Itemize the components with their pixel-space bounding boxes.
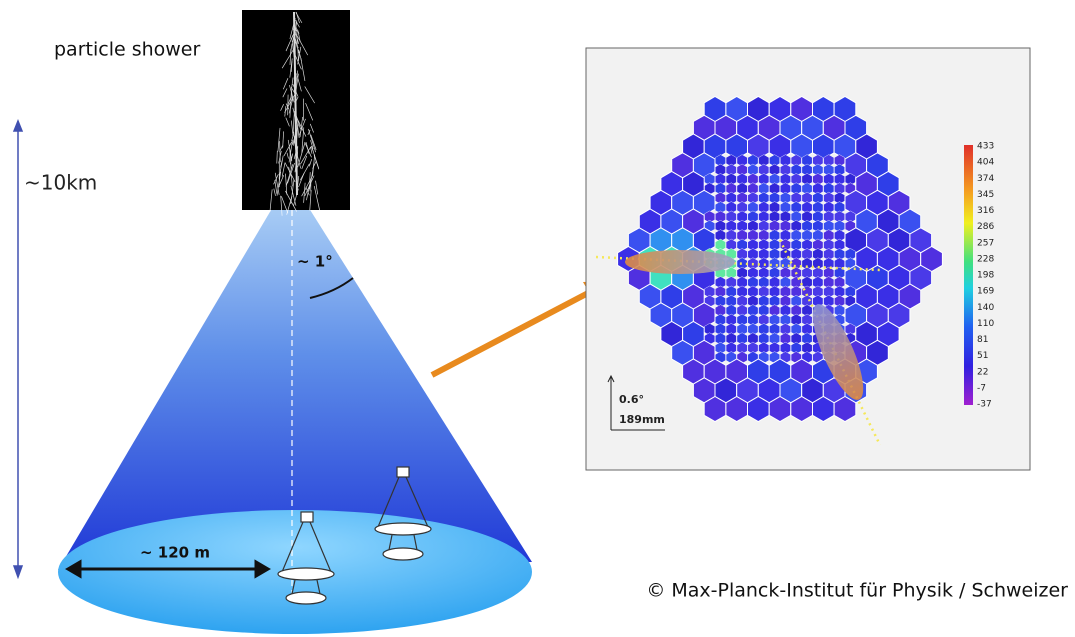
height-label: ~10km bbox=[24, 171, 97, 195]
angle-label: ~ 1° bbox=[297, 253, 333, 271]
colorbar-label: 374 bbox=[977, 174, 994, 184]
height-arrow bbox=[14, 121, 22, 577]
colorbar-label: 257 bbox=[977, 238, 994, 248]
colorbar-label: 433 bbox=[977, 142, 994, 152]
hillas-ellipse bbox=[625, 250, 735, 274]
colorbar-label: 81 bbox=[977, 335, 988, 345]
scale-length: 189mm bbox=[619, 413, 665, 426]
colorbar-label: -37 bbox=[977, 400, 992, 410]
colorbar-label: 404 bbox=[977, 158, 994, 168]
pointer-arrow bbox=[432, 281, 610, 375]
colorbar-label: 345 bbox=[977, 190, 994, 200]
scale-angle: 0.6° bbox=[619, 393, 644, 406]
credit: © Max-Planck-Institut für Physik / Schwe… bbox=[646, 580, 1068, 602]
page: ~10km ~ 1° ~ 120 m particle shower bbox=[0, 0, 1075, 637]
colorbar-label: 140 bbox=[977, 303, 994, 313]
colorbar-label: -7 bbox=[977, 383, 986, 393]
colorbar-label: 110 bbox=[977, 319, 994, 329]
colorbar-label: 316 bbox=[977, 206, 994, 216]
colorbar-label: 22 bbox=[977, 367, 988, 377]
shower-label: particle shower bbox=[54, 39, 200, 61]
width-label: ~ 120 m bbox=[140, 544, 210, 562]
colorbar bbox=[964, 145, 973, 405]
colorbar-label: 286 bbox=[977, 222, 994, 232]
colorbar-label: 51 bbox=[977, 351, 988, 361]
colorbar-label: 198 bbox=[977, 271, 994, 281]
colorbar-label: 228 bbox=[977, 254, 994, 264]
colorbar-label: 169 bbox=[977, 287, 994, 297]
